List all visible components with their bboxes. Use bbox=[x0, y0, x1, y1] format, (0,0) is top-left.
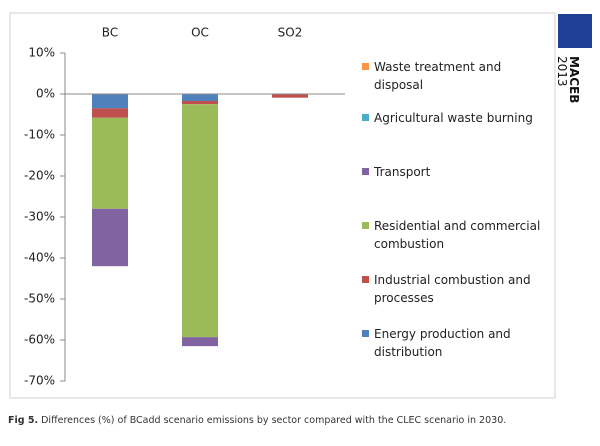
y-tick-label: -60% bbox=[24, 333, 55, 347]
bar-segment bbox=[272, 94, 308, 98]
y-tick-label: -30% bbox=[24, 210, 55, 224]
bar-segment bbox=[92, 117, 128, 209]
legend-label: Waste treatment and disposal bbox=[374, 60, 502, 92]
legend-label: Residential and commercial combustion bbox=[374, 219, 541, 251]
bar-segment bbox=[182, 104, 218, 338]
y-tick-label: -40% bbox=[24, 251, 55, 265]
logo-year: 2013 bbox=[555, 56, 569, 87]
bar-segment bbox=[182, 337, 218, 347]
logo-flag bbox=[558, 14, 592, 48]
legend-entry: Waste treatment and disposal bbox=[362, 58, 549, 94]
y-tick-label: -50% bbox=[24, 292, 55, 306]
legend-swatch bbox=[362, 63, 369, 70]
legend-swatch bbox=[362, 276, 369, 283]
y-tick-label: -70% bbox=[24, 374, 55, 388]
legend-label: Industrial combustion and processes bbox=[374, 273, 531, 305]
x-tick-label: BC bbox=[102, 26, 118, 40]
chart-frame bbox=[9, 12, 556, 399]
bar-segment bbox=[182, 94, 218, 101]
legend-entry: Industrial combustion and processes bbox=[362, 271, 549, 307]
legend-label: Transport bbox=[374, 165, 431, 179]
legend-swatch bbox=[362, 168, 369, 175]
legend-swatch bbox=[362, 114, 369, 121]
x-tick-label: OC bbox=[191, 26, 209, 40]
legend-entry: Transport bbox=[362, 163, 549, 181]
legend-entry: Agricultural waste burning bbox=[362, 109, 549, 127]
bar-segment bbox=[92, 208, 128, 267]
legend-label: Agricultural waste burning bbox=[374, 111, 533, 125]
y-tick-label: 0% bbox=[36, 87, 55, 101]
legend-swatch bbox=[362, 222, 369, 229]
y-tick-label: 10% bbox=[28, 46, 55, 60]
legend-swatch bbox=[362, 330, 369, 337]
y-tick-label: -20% bbox=[24, 169, 55, 183]
legend-entry: Residential and commercial combustion bbox=[362, 217, 549, 253]
caption: Fig 5. Differences (%) of BCadd scenario… bbox=[8, 415, 506, 426]
logo-title: MACEB bbox=[567, 56, 581, 104]
bar-segment bbox=[182, 100, 218, 105]
legend-entry: Energy production and distribution bbox=[362, 325, 549, 361]
caption-label: Fig 5. bbox=[8, 415, 39, 426]
caption-text: Differences (%) of BCadd scenario emissi… bbox=[41, 415, 507, 426]
x-tick-label: SO2 bbox=[278, 26, 303, 40]
logo bbox=[558, 14, 594, 48]
bar-segment bbox=[92, 94, 128, 109]
bar-segment bbox=[92, 108, 128, 118]
legend-label: Energy production and distribution bbox=[374, 327, 511, 359]
y-tick-label: -10% bbox=[24, 128, 55, 142]
